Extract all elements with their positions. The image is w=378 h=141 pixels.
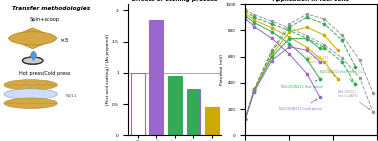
Polygon shape bbox=[8, 28, 57, 49]
Text: N211|N211 (hot press Cu): N211|N211 (hot press Cu) bbox=[320, 70, 364, 82]
Text: Spin+scoop: Spin+scoop bbox=[30, 17, 60, 22]
Text: Hot press/Cold press: Hot press/Cold press bbox=[19, 71, 71, 76]
Ellipse shape bbox=[4, 98, 57, 108]
Text: N211|G|N211
(spin+scoop): N211|G|N211 (spin+scoop) bbox=[307, 55, 335, 76]
Text: N211: N211 bbox=[65, 94, 77, 98]
Ellipse shape bbox=[4, 89, 57, 99]
Bar bbox=[205, 107, 219, 135]
Title: Effects of etching process: Effects of etching process bbox=[132, 0, 218, 2]
Text: N211|G|N211 (hot press): N211|G|N211 (hot press) bbox=[280, 80, 322, 89]
Ellipse shape bbox=[4, 80, 57, 90]
Text: N211|G|N211 (cold press): N211|G|N211 (cold press) bbox=[279, 99, 322, 111]
Text: N211|N211
(no Cu/APS): N211|N211 (no Cu/APS) bbox=[338, 89, 370, 110]
Title: Application in fuel cells: Application in fuel cells bbox=[273, 0, 350, 2]
Ellipse shape bbox=[9, 32, 56, 45]
Ellipse shape bbox=[22, 57, 43, 64]
Text: Transfer methodologies: Transfer methodologies bbox=[12, 5, 90, 11]
Y-axis label: Potential (mV): Potential (mV) bbox=[220, 54, 224, 85]
Y-axis label: [Post acid soaking] / [As prepared]: [Post acid soaking] / [As prepared] bbox=[106, 34, 110, 105]
Bar bbox=[186, 89, 200, 135]
Bar bbox=[149, 20, 163, 135]
Text: ×3: ×3 bbox=[59, 38, 68, 43]
Bar bbox=[131, 73, 145, 135]
Bar bbox=[168, 76, 182, 135]
